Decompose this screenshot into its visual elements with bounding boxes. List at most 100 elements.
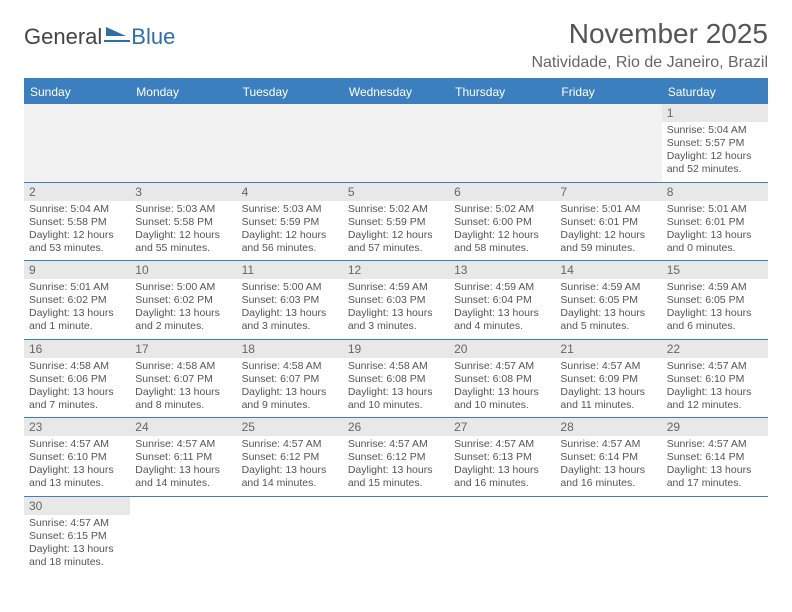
day-number: 21 (555, 340, 661, 358)
page-title: November 2025 (531, 18, 768, 50)
day-daylight1: Daylight: 13 hours (29, 307, 125, 320)
day-daylight2: and 56 minutes. (242, 242, 338, 255)
calendar-day-empty (343, 497, 449, 575)
day-daylight2: and 7 minutes. (29, 399, 125, 412)
day-number: 18 (237, 340, 343, 358)
day-sunrise: Sunrise: 5:02 AM (454, 203, 550, 216)
day-daylight1: Daylight: 13 hours (348, 464, 444, 477)
day-number: 19 (343, 340, 449, 358)
day-sunset: Sunset: 6:12 PM (348, 451, 444, 464)
day-daylight1: Daylight: 13 hours (135, 386, 231, 399)
day-daylight1: Daylight: 12 hours (348, 229, 444, 242)
day-daylight2: and 0 minutes. (667, 242, 763, 255)
day-sunrise: Sunrise: 4:58 AM (348, 360, 444, 373)
calendar-day: 5Sunrise: 5:02 AMSunset: 5:59 PMDaylight… (343, 183, 449, 261)
day-sunrise: Sunrise: 5:01 AM (560, 203, 656, 216)
calendar-day: 14Sunrise: 4:59 AMSunset: 6:05 PMDayligh… (555, 261, 661, 339)
calendar-day: 17Sunrise: 4:58 AMSunset: 6:07 PMDayligh… (130, 340, 236, 418)
day-sunrise: Sunrise: 4:58 AM (242, 360, 338, 373)
day-daylight2: and 13 minutes. (29, 477, 125, 490)
day-daylight2: and 53 minutes. (29, 242, 125, 255)
calendar-day: 3Sunrise: 5:03 AMSunset: 5:58 PMDaylight… (130, 183, 236, 261)
weekday-header: Wednesday (343, 80, 449, 104)
day-daylight2: and 6 minutes. (667, 320, 763, 333)
day-daylight1: Daylight: 13 hours (454, 386, 550, 399)
day-sunrise: Sunrise: 4:57 AM (242, 438, 338, 451)
day-sunset: Sunset: 6:06 PM (29, 373, 125, 386)
calendar-day-empty (130, 104, 236, 182)
page: General Blue November 2025 Natividade, R… (0, 0, 792, 592)
calendar-day: 16Sunrise: 4:58 AMSunset: 6:06 PMDayligh… (24, 340, 130, 418)
day-number: 25 (237, 418, 343, 436)
day-number: 16 (24, 340, 130, 358)
day-sunrise: Sunrise: 4:57 AM (135, 438, 231, 451)
day-sunrise: Sunrise: 5:00 AM (135, 281, 231, 294)
day-sunset: Sunset: 6:13 PM (454, 451, 550, 464)
calendar-day: 18 Sunrise: 4:58 AMSunset: 6:07 PMDayligh… (237, 340, 343, 418)
day-daylight1: Daylight: 13 hours (348, 307, 444, 320)
calendar-day-empty (662, 497, 768, 575)
day-daylight2: and 3 minutes. (242, 320, 338, 333)
page-subtitle: Natividade, Rio de Janeiro, Brazil (531, 54, 768, 72)
day-sunrise: Sunrise: 4:58 AM (29, 360, 125, 373)
calendar-day: 8Sunrise: 5:01 AMSunset: 6:01 PMDaylight… (662, 183, 768, 261)
day-sunrise: Sunrise: 4:59 AM (454, 281, 550, 294)
day-sunset: Sunset: 6:03 PM (348, 294, 444, 307)
day-sunrise: Sunrise: 4:59 AM (560, 281, 656, 294)
day-daylight1: Daylight: 12 hours (29, 229, 125, 242)
day-sunset: Sunset: 5:58 PM (135, 216, 231, 229)
day-daylight1: Daylight: 13 hours (242, 386, 338, 399)
weekday-header: Tuesday (237, 80, 343, 104)
day-daylight1: Daylight: 12 hours (560, 229, 656, 242)
day-sunset: Sunset: 6:01 PM (667, 216, 763, 229)
day-daylight1: Daylight: 13 hours (242, 307, 338, 320)
day-sunset: Sunset: 6:07 PM (242, 373, 338, 386)
day-daylight2: and 5 minutes. (560, 320, 656, 333)
week-row: 9Sunrise: 5:01 AMSunset: 6:02 PMDaylight… (24, 261, 768, 340)
day-number: 3 (130, 183, 236, 201)
day-sunset: Sunset: 6:08 PM (348, 373, 444, 386)
day-number: 1 (662, 104, 768, 122)
day-daylight2: and 16 minutes. (454, 477, 550, 490)
day-number: 17 (130, 340, 236, 358)
day-daylight2: and 14 minutes. (242, 477, 338, 490)
day-daylight1: Daylight: 13 hours (454, 464, 550, 477)
title-block: November 2025 Natividade, Rio de Janeiro… (531, 18, 768, 72)
day-sunrise: Sunrise: 4:57 AM (667, 438, 763, 451)
day-daylight1: Daylight: 13 hours (560, 386, 656, 399)
day-sunrise: Sunrise: 4:57 AM (348, 438, 444, 451)
day-sunset: Sunset: 6:09 PM (560, 373, 656, 386)
day-daylight1: Daylight: 13 hours (667, 386, 763, 399)
week-row: 16Sunrise: 4:58 AMSunset: 6:06 PMDayligh… (24, 340, 768, 419)
day-sunset: Sunset: 6:14 PM (667, 451, 763, 464)
calendar-day-empty (237, 497, 343, 575)
calendar-day: 1Sunrise: 5:04 AMSunset: 5:57 PMDaylight… (662, 104, 768, 182)
day-sunset: Sunset: 6:04 PM (454, 294, 550, 307)
brand-part1: General (24, 24, 102, 50)
day-daylight1: Daylight: 13 hours (29, 464, 125, 477)
day-sunrise: Sunrise: 5:02 AM (348, 203, 444, 216)
calendar-day: 26Sunrise: 4:57 AMSunset: 6:12 PMDayligh… (343, 418, 449, 496)
day-sunset: Sunset: 5:59 PM (242, 216, 338, 229)
calendar-day-empty (555, 104, 661, 182)
day-sunrise: Sunrise: 5:03 AM (135, 203, 231, 216)
calendar-day: 15Sunrise: 4:59 AMSunset: 6:05 PMDayligh… (662, 261, 768, 339)
day-number: 11 (237, 261, 343, 279)
calendar-day-empty (343, 104, 449, 182)
day-sunset: Sunset: 6:05 PM (560, 294, 656, 307)
day-number: 28 (555, 418, 661, 436)
day-sunset: Sunset: 6:07 PM (135, 373, 231, 386)
week-row: 23Sunrise: 4:57 AMSunset: 6:10 PMDayligh… (24, 418, 768, 497)
day-number: 14 (555, 261, 661, 279)
day-number: 12 (343, 261, 449, 279)
calendar-day: 30Sunrise: 4:57 AMSunset: 6:15 PMDayligh… (24, 497, 130, 575)
day-daylight2: and 14 minutes. (135, 477, 231, 490)
calendar-day: 21Sunrise: 4:57 AMSunset: 6:09 PMDayligh… (555, 340, 661, 418)
calendar-day: 22Sunrise: 4:57 AMSunset: 6:10 PMDayligh… (662, 340, 768, 418)
day-daylight2: and 17 minutes. (667, 477, 763, 490)
day-sunset: Sunset: 5:59 PM (348, 216, 444, 229)
day-daylight1: Daylight: 13 hours (560, 464, 656, 477)
day-daylight2: and 11 minutes. (560, 399, 656, 412)
day-number: 7 (555, 183, 661, 201)
day-daylight2: and 57 minutes. (348, 242, 444, 255)
